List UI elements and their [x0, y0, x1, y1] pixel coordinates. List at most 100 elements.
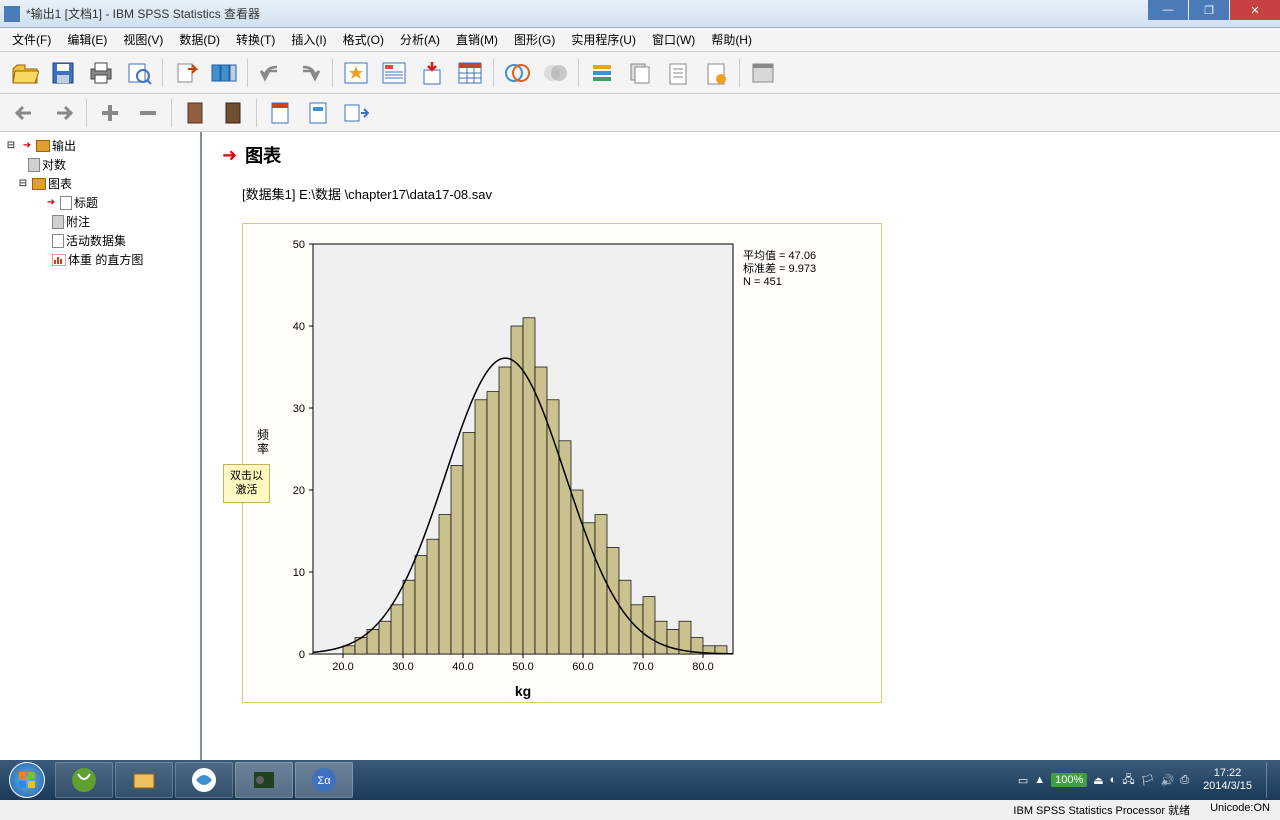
- copy-icon[interactable]: [623, 56, 657, 90]
- redo-icon[interactable]: [292, 56, 326, 90]
- collapse-icon[interactable]: [131, 96, 165, 130]
- clock[interactable]: 17:22 2014/3/15: [1195, 767, 1260, 793]
- doc-right-icon[interactable]: [339, 96, 373, 130]
- tray-icon[interactable]: ◐: [1110, 774, 1117, 786]
- menu-analyze[interactable]: 分析(A): [392, 29, 448, 50]
- tray-icon[interactable]: ⎙: [1180, 774, 1189, 787]
- print-icon[interactable]: [84, 56, 118, 90]
- svg-text:60.0: 60.0: [572, 661, 593, 673]
- svg-text:30: 30: [293, 403, 305, 415]
- window-title: *输出1 [文档1] - IBM SPSS Statistics 查看器: [26, 5, 260, 22]
- app-icon: [4, 6, 20, 22]
- battery-icon[interactable]: 100%: [1051, 773, 1087, 787]
- tree-item[interactable]: ➜ 标题: [4, 193, 196, 212]
- menu-marketing[interactable]: 直销(M): [448, 29, 506, 50]
- venn-icon[interactable]: [500, 56, 534, 90]
- chart-heading: 图表: [245, 142, 281, 168]
- preview-icon[interactable]: [122, 56, 156, 90]
- menu-insert[interactable]: 插入(I): [283, 29, 334, 50]
- venn-gray-icon[interactable]: [538, 56, 572, 90]
- clock-time: 17:22: [1203, 767, 1252, 780]
- volume-icon[interactable]: 🔊: [1161, 774, 1175, 787]
- tree-item[interactable]: 活动数据集: [4, 231, 196, 250]
- tree-root-label: 输出: [52, 137, 76, 154]
- main-toolbar: [0, 52, 1280, 94]
- task-item[interactable]: [55, 762, 113, 798]
- menu-data[interactable]: 数据(D): [171, 29, 228, 50]
- menu-transform[interactable]: 转换(T): [228, 29, 283, 50]
- dialog-icon[interactable]: [746, 56, 780, 90]
- svg-text:率: 率: [257, 441, 269, 456]
- close-button[interactable]: ✕: [1230, 0, 1280, 20]
- book1-icon[interactable]: [178, 96, 212, 130]
- save-icon[interactable]: [46, 56, 80, 90]
- goto-icon[interactable]: [207, 56, 241, 90]
- svg-text:70.0: 70.0: [632, 661, 653, 673]
- start-button[interactable]: [0, 760, 54, 800]
- menu-edit[interactable]: 编辑(E): [59, 29, 115, 50]
- select-icon[interactable]: [585, 56, 619, 90]
- expand-icon[interactable]: [93, 96, 127, 130]
- tree-item[interactable]: 体重 的直方图: [4, 250, 196, 269]
- menu-help[interactable]: 帮助(H): [703, 29, 760, 50]
- svg-text:标准差 = 9.973: 标准差 = 9.973: [743, 261, 816, 275]
- content-pane[interactable]: ➜ 图表 [数据集1] E:\数据 \chapter17\data17-08.s…: [202, 132, 1280, 798]
- svg-text:0: 0: [299, 649, 305, 661]
- svg-text:频: 频: [257, 428, 269, 442]
- activate-tooltip: 双击以激活: [223, 464, 270, 503]
- menubar: 文件(F) 编辑(E) 视图(V) 数据(D) 转换(T) 插入(I) 格式(O…: [0, 28, 1280, 52]
- tray-icon[interactable]: ▲: [1034, 774, 1045, 786]
- outline-pane[interactable]: ⊟ ➜ 输出 对数 ⊟ 图表 ➜ 标题 附注: [0, 132, 202, 798]
- tray-icon[interactable]: ⏏: [1093, 774, 1103, 787]
- open-icon[interactable]: [8, 56, 42, 90]
- tree-label: 标题: [74, 194, 98, 211]
- menu-graphs[interactable]: 图形(G): [506, 29, 563, 50]
- svg-text:40: 40: [293, 321, 305, 333]
- maximize-button[interactable]: ❐: [1189, 0, 1229, 20]
- tree-item[interactable]: ⊟ 图表: [4, 174, 196, 193]
- tree-root[interactable]: ⊟ ➜ 输出: [4, 136, 196, 155]
- tree-item[interactable]: 对数: [4, 155, 196, 174]
- task-item[interactable]: [175, 762, 233, 798]
- svg-text:N = 451: N = 451: [743, 276, 782, 288]
- menu-file[interactable]: 文件(F): [4, 29, 59, 50]
- menu-window[interactable]: 窗口(W): [644, 29, 703, 50]
- svg-text:Σα: Σα: [317, 775, 331, 787]
- doc-icon[interactable]: [263, 96, 297, 130]
- tree-item[interactable]: 附注: [4, 212, 196, 231]
- tray-icon[interactable]: 🖧: [1122, 771, 1134, 790]
- task-item[interactable]: [115, 762, 173, 798]
- export-icon[interactable]: [169, 56, 203, 90]
- paste-icon[interactable]: [661, 56, 695, 90]
- forward-icon[interactable]: [46, 96, 80, 130]
- chart-container[interactable]: 双击以激活 0102030405020.030.040.050.060.070.…: [242, 223, 882, 703]
- status-processor: IBM SPSS Statistics Processor 就绪: [1013, 802, 1190, 818]
- clock-date: 2014/3/15: [1203, 780, 1252, 793]
- book2-icon[interactable]: [216, 96, 250, 130]
- menu-utilities[interactable]: 实用程序(U): [563, 29, 644, 50]
- script-icon[interactable]: [699, 56, 733, 90]
- tray-icon[interactable]: ▭: [1018, 774, 1028, 787]
- tree-label: 附注: [66, 213, 90, 230]
- dataset-path: [数据集1] E:\数据 \chapter17\data17-08.sav: [222, 184, 1260, 203]
- svg-text:40.0: 40.0: [452, 661, 473, 673]
- task-item-spss[interactable]: Σα: [295, 762, 353, 798]
- svg-text:80.0: 80.0: [692, 661, 713, 673]
- minimize-button[interactable]: —: [1148, 0, 1188, 20]
- insert-icon[interactable]: [415, 56, 449, 90]
- tray-icon[interactable]: 🏳: [1141, 774, 1155, 787]
- undo-icon[interactable]: [254, 56, 288, 90]
- status-unicode: Unicode:ON: [1210, 802, 1270, 818]
- arrow-icon: ➜: [222, 145, 237, 166]
- task-item[interactable]: [235, 762, 293, 798]
- menu-format[interactable]: 格式(O): [335, 29, 392, 50]
- table-icon[interactable]: [453, 56, 487, 90]
- show-desktop[interactable]: [1266, 762, 1276, 798]
- back-icon[interactable]: [8, 96, 42, 130]
- menu-view[interactable]: 视图(V): [115, 29, 171, 50]
- svg-text:50.0: 50.0: [512, 661, 533, 673]
- doc2-icon[interactable]: [301, 96, 335, 130]
- report-icon[interactable]: [377, 56, 411, 90]
- chart-star-icon[interactable]: [339, 56, 373, 90]
- tree-label: 体重 的直方图: [68, 251, 143, 268]
